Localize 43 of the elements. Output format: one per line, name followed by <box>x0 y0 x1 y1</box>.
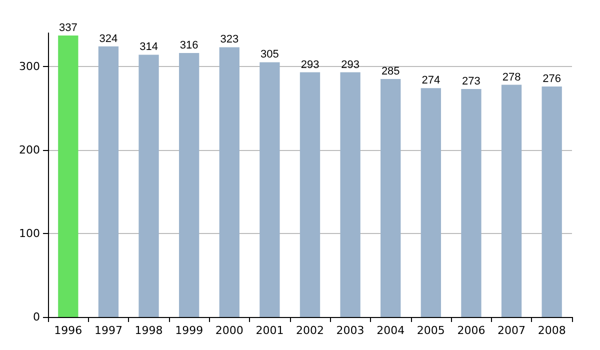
data-label: 316 <box>180 40 198 52</box>
bar <box>380 78 401 317</box>
bar <box>98 46 119 317</box>
data-label: 305 <box>260 48 279 61</box>
y-tick-label: 200 <box>19 143 40 156</box>
x-tick-label: 1999 <box>175 324 204 337</box>
x-tick-label: 1998 <box>134 324 163 337</box>
x-tick-label: 2007 <box>498 324 526 337</box>
data-label: 324 <box>99 32 118 45</box>
x-tick-label: 1996 <box>54 324 82 337</box>
x-tick-label: 2008 <box>538 324 566 337</box>
bar <box>300 72 320 317</box>
data-label: 278 <box>502 71 521 84</box>
x-tick-label: 2002 <box>296 324 324 337</box>
data-label: 293 <box>300 58 320 71</box>
x-tick-label: 2004 <box>376 324 405 337</box>
x-tick-label: 1997 <box>94 324 122 337</box>
bar <box>542 86 562 317</box>
bar <box>138 54 159 317</box>
data-label: 337 <box>58 22 78 34</box>
data-label: 285 <box>381 65 400 78</box>
bar <box>179 53 200 317</box>
x-tick-label: 2001 <box>256 324 284 337</box>
bar <box>420 88 441 317</box>
bar <box>58 36 78 317</box>
y-tick-label: 100 <box>19 226 40 240</box>
y-tick-label: 0 <box>33 310 40 324</box>
y-tick-label: 300 <box>19 60 40 73</box>
data-label: 314 <box>140 41 158 54</box>
bar <box>340 72 360 317</box>
x-tick-label: 2003 <box>336 324 364 337</box>
bar <box>219 47 240 317</box>
bar <box>501 84 522 317</box>
data-label: 323 <box>220 34 239 46</box>
x-tick-label: 2006 <box>457 324 486 337</box>
bar <box>260 62 280 317</box>
x-tick-label: 2000 <box>215 324 244 337</box>
bar <box>461 88 482 317</box>
data-label: 274 <box>422 74 440 87</box>
data-label: 276 <box>542 72 562 85</box>
data-label: 293 <box>341 58 360 71</box>
data-label: 273 <box>462 75 480 88</box>
x-tick-label: 2005 <box>416 324 445 337</box>
